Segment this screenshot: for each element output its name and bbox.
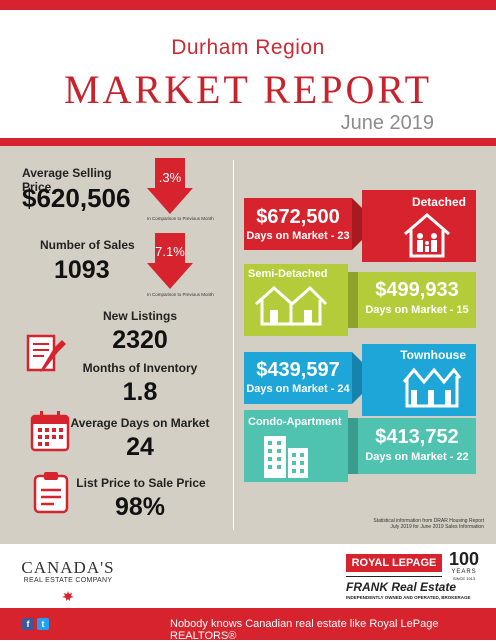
card-fold [352, 198, 362, 250]
report-title: MARKET REPORT [63, 67, 433, 112]
sales-label: Number of Sales [40, 238, 135, 252]
source-line-1: Statistical information from DRAR Housin… [373, 518, 484, 524]
townhouse-price: $439,597 [256, 359, 340, 381]
sales-value: 1093 [54, 256, 110, 284]
inventory-value: 1.8 [122, 378, 158, 406]
avg-price-change: .3% [158, 170, 182, 185]
condo-price-card [358, 418, 476, 474]
frank-name: FRANK Real Estate [346, 580, 457, 594]
townhouse-name: Townhouse [400, 348, 466, 362]
brokerage-text: INDEPENDENTLY OWNED AND OPERATED, BROKER… [346, 595, 471, 600]
semi-price: $499,933 [375, 279, 459, 301]
years-word: YEARS [451, 569, 477, 575]
semi-dom: Days on Market - 15 [365, 304, 469, 316]
notepad-icon [24, 330, 66, 376]
apartment-building-icon [262, 432, 312, 478]
years-number: 100 [448, 549, 480, 569]
source-line-2: July 2019 for June 2019 Sales Informatio… [390, 524, 484, 530]
dom-value: 24 [126, 433, 154, 461]
family-house-icon [402, 212, 452, 258]
avg-price-label: Average Selling Price [22, 166, 112, 194]
townhouse-price-card [244, 352, 352, 404]
townhouse-icon [402, 364, 462, 408]
region-title: Durham Region [171, 36, 325, 59]
report-month: June 2019 [340, 112, 434, 134]
condo-name: Condo-Apartment [248, 416, 342, 428]
calendar-icon [30, 410, 70, 452]
detached-dom: Days on Market - 23 [246, 230, 350, 242]
detached-name: Detached [411, 195, 466, 209]
clipboard-icon [32, 470, 70, 514]
condo-price: $413,752 [375, 426, 459, 448]
detached-price: $672,500 [256, 206, 340, 228]
card-fold [352, 352, 362, 404]
inventory-label: Months of Inventory [82, 361, 198, 375]
down-arrow-icon [147, 158, 193, 214]
maple-leaf-icon [62, 588, 74, 601]
company-tagline: REAL ESTATE COMPANY [23, 577, 113, 584]
brand-divider [346, 576, 442, 577]
dom-label: Average Days on Market [70, 416, 210, 430]
card-fold [348, 418, 358, 474]
ratio-label: List Price to Sale Price [76, 476, 206, 490]
listings-value: 2320 [112, 326, 168, 354]
source-note: Statistical information from DRAR Housin… [336, 518, 484, 530]
sales-note: In Comparison to Previous Month [147, 292, 214, 297]
footer-bar [0, 608, 496, 640]
top-bar [0, 0, 496, 10]
avg-price-note: In Comparison to Previous Month [147, 216, 214, 221]
semi-house-icon [254, 284, 328, 326]
semi-price-card [358, 272, 476, 328]
semi-name: Semi-Detached [248, 268, 328, 280]
royal-lepage-text: ROYAL LEPAGE [351, 557, 437, 569]
panel-divider [233, 160, 234, 530]
card-fold [348, 272, 358, 328]
detached-price-card [244, 198, 352, 250]
facebook-icon[interactable]: f [22, 618, 34, 630]
header-rule [0, 138, 496, 146]
since-year: SINCE 1913 [452, 576, 476, 581]
condo-dom: Days on Market - 22 [365, 451, 469, 463]
twitter-icon[interactable]: t [37, 618, 49, 630]
townhouse-dom: Days on Market - 24 [246, 383, 350, 395]
footer-tagline: Nobody knows Canadian real estate like R… [170, 618, 439, 642]
down-arrow-icon [147, 233, 193, 289]
listings-label: New Listings [102, 309, 177, 323]
canadas-logo: CANADA'S [21, 558, 115, 577]
ratio-value: 98% [114, 493, 166, 521]
avg-price-value: $620,506 [22, 183, 131, 213]
sales-change: 7.1% [155, 244, 185, 259]
royal-lepage-logo [346, 554, 442, 572]
